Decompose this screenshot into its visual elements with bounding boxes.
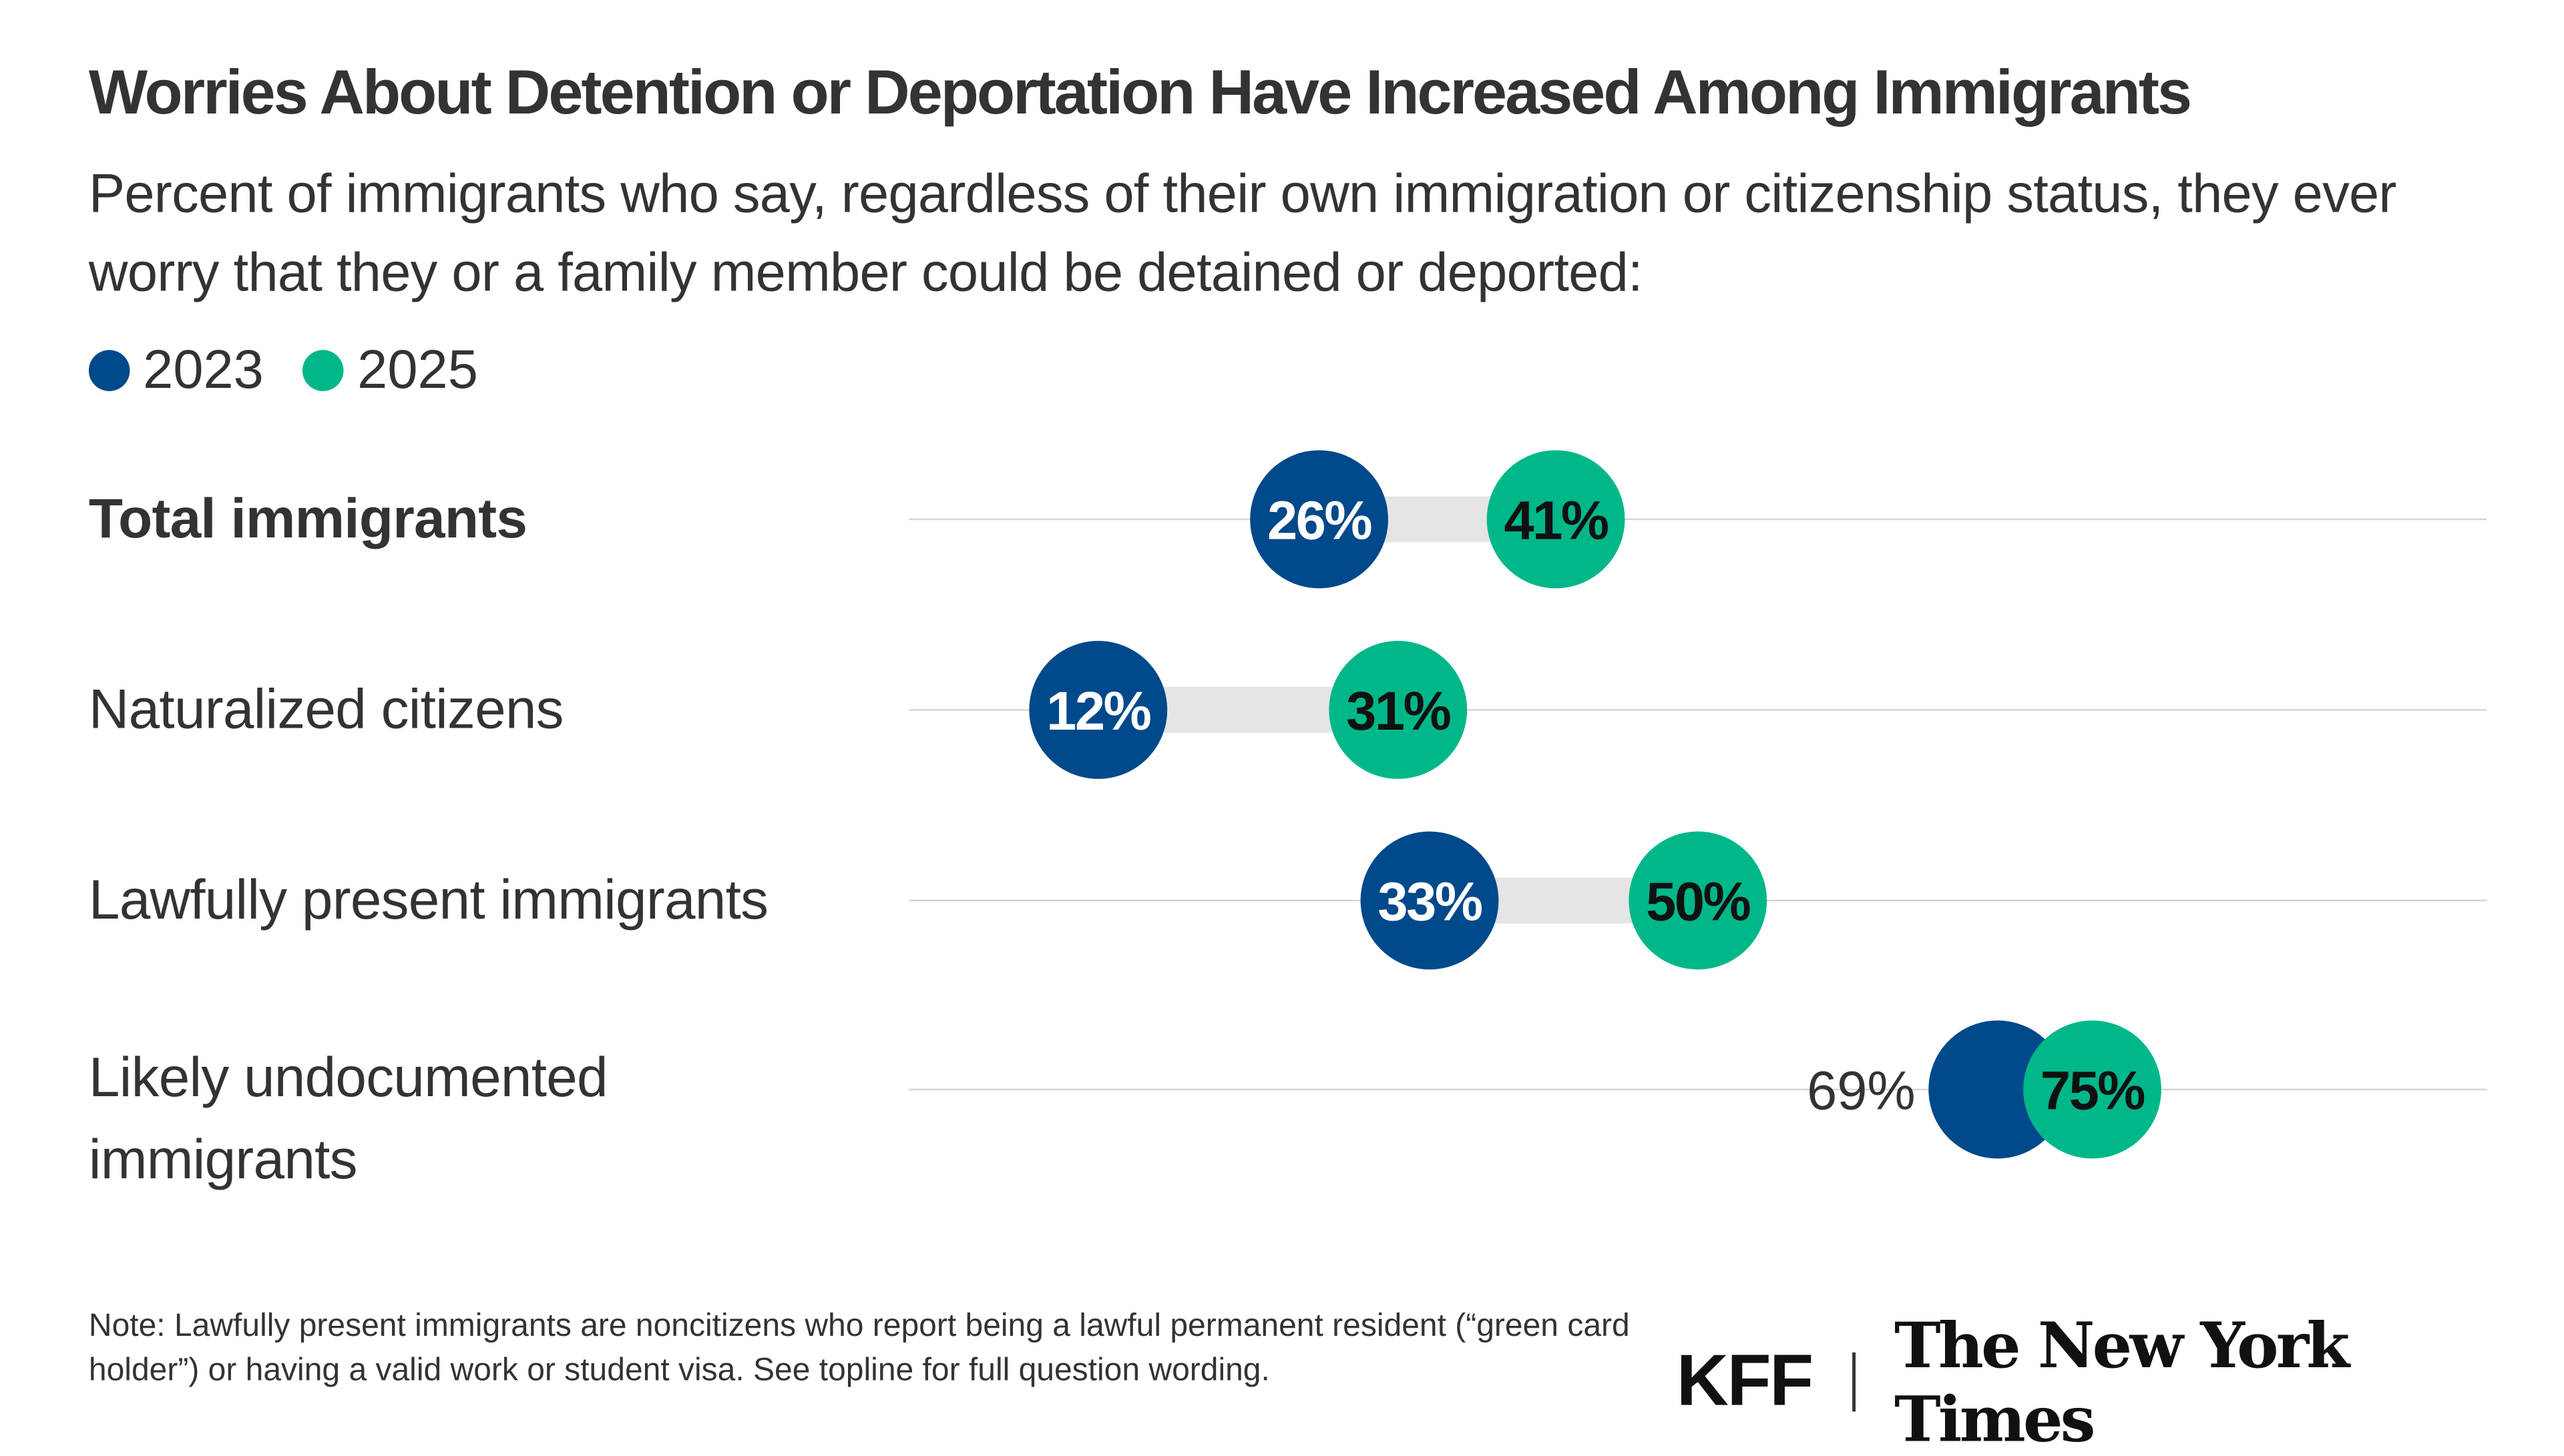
dot-2025 (1486, 450, 1625, 589)
legend-label: 2025 (357, 338, 478, 400)
dot-2025 (1629, 831, 1767, 970)
legend: 2023 2025 (88, 338, 517, 401)
kff-logo: KFF (1676, 1341, 1814, 1422)
value-label-2023: 26% (1267, 490, 1371, 551)
chart-title: Worries About Detention or Deportation H… (88, 59, 2192, 128)
value-label-2023: 12% (1046, 681, 1150, 742)
footnote: Note: Lawfully present immigrants are no… (88, 1308, 1630, 1389)
logos: KFF The New York Times (1677, 1308, 2564, 1456)
legend-dot-2025 (302, 349, 345, 391)
dot-2023 (1029, 640, 1168, 779)
value-label-2025: 41% (1504, 490, 1608, 551)
value-label-2023: 69% (1807, 1061, 1916, 1122)
legend-dot-2023 (88, 349, 130, 391)
logo-divider (1851, 1352, 1855, 1412)
dot-2025 (1329, 640, 1468, 779)
row-label: Lawfully present immigrants (88, 869, 769, 932)
dot-2023 (1360, 831, 1499, 970)
legend-label: 2023 (143, 338, 264, 400)
legend-item-2023: 2023 (88, 338, 264, 401)
dot-2025 (2023, 1020, 2161, 1159)
value-label-2025: 31% (1346, 681, 1450, 742)
legend-item-2025: 2025 (302, 338, 478, 401)
value-label-2023: 33% (1377, 871, 1482, 932)
row-label: Likely undocumented immigrants (88, 1046, 608, 1192)
nyt-logo: The New York Times (1894, 1308, 2350, 1456)
row-label: Naturalized citizens (88, 678, 564, 742)
dot-2023 (1928, 1020, 2067, 1159)
row-label: Total immigrants (88, 488, 527, 551)
chart-subtitle: Percent of immigrants who say, regardles… (88, 162, 2397, 302)
dot-2023 (1250, 450, 1388, 589)
value-label-2025: 50% (1646, 871, 1750, 932)
value-label-2025: 75% (2041, 1061, 2145, 1122)
